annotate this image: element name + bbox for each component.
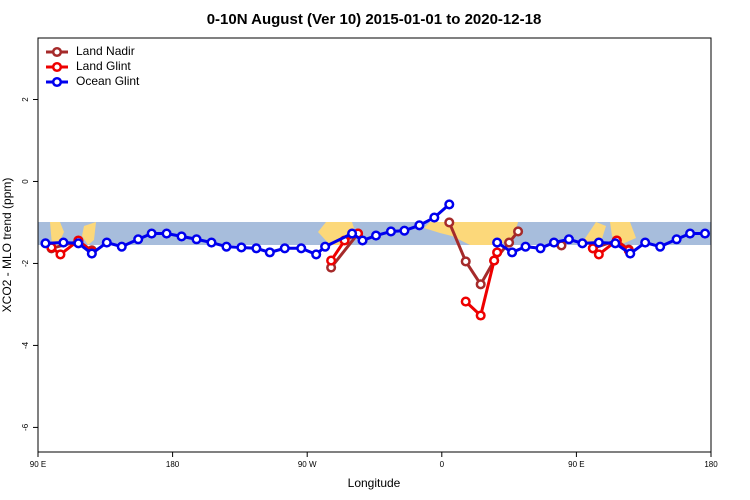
y-tick-label: 2 [21, 97, 30, 102]
data-point [671, 234, 682, 245]
data-point [414, 220, 425, 231]
legend-label: Land Glint [76, 59, 131, 73]
data-point [385, 226, 397, 237]
chart-title: 0-10N August (Ver 10) 2015-01-01 to 2020… [207, 11, 542, 28]
data-point [55, 249, 66, 260]
data-point [577, 238, 588, 249]
data-point [279, 243, 290, 254]
data-point [548, 237, 560, 248]
y-axis-label: XCO2 - MLO trend (ppm) [0, 178, 14, 313]
x-tick-label: 90 E [568, 460, 584, 469]
data-point [370, 230, 382, 241]
data-point [587, 243, 598, 254]
y-tick-label: -2 [21, 259, 30, 267]
data-point [320, 241, 331, 252]
data-point [460, 296, 471, 307]
data-point [475, 279, 486, 290]
data-point [685, 228, 696, 239]
data-point [251, 243, 262, 254]
data-point [146, 228, 157, 239]
data-point [655, 241, 666, 252]
data-point [161, 228, 172, 239]
x-tick-label: 0 [440, 460, 445, 469]
data-point [133, 234, 144, 245]
data-point [593, 249, 604, 260]
series-line [50, 238, 93, 257]
data-point [699, 228, 711, 239]
x-tick-label: 180 [166, 460, 180, 469]
data-point [40, 238, 51, 249]
data-point [399, 225, 410, 236]
y-tick-label: 0 [21, 179, 30, 184]
data-point [429, 212, 440, 223]
data-point [460, 256, 471, 267]
data-point [206, 237, 217, 248]
land [82, 222, 96, 245]
legend-marker [51, 61, 63, 73]
x-tick-label: 180 [704, 460, 718, 469]
legend-label: Ocean Glint [76, 74, 140, 88]
data-point [489, 255, 500, 266]
data-point [492, 247, 503, 258]
data-point [625, 248, 636, 259]
data-point [444, 199, 455, 210]
data-point [221, 241, 232, 252]
series-line [45, 203, 451, 257]
data-point [444, 217, 455, 228]
x-tick-label: 90 E [30, 460, 46, 469]
data-point [264, 247, 275, 258]
data-point [640, 237, 651, 248]
data-point [475, 310, 486, 321]
data-point [520, 241, 531, 252]
x-tick-label: 90 W [298, 460, 317, 469]
series [40, 199, 711, 260]
plot-frame [37, 37, 712, 453]
legend-marker [51, 76, 63, 88]
legend-label: Land Nadir [76, 44, 135, 58]
data-point [176, 231, 187, 242]
y-tick-label: -6 [21, 423, 30, 431]
data-point [86, 248, 97, 259]
x-axis-label: Longitude [348, 476, 401, 490]
data-point [347, 228, 358, 239]
data-point [326, 255, 337, 266]
data-point [535, 243, 546, 254]
data-point [357, 235, 368, 246]
data-point [73, 238, 84, 249]
data-point [492, 237, 503, 248]
data-point [504, 237, 515, 248]
data-point [101, 237, 112, 248]
data-point [116, 241, 127, 252]
data-point [563, 234, 574, 245]
data-point [507, 247, 518, 258]
data-point [311, 249, 322, 260]
data-point [513, 226, 524, 237]
y-tick-label: -4 [21, 341, 30, 349]
data-point [58, 237, 69, 248]
data-point [236, 242, 247, 253]
legend-marker [51, 46, 63, 58]
data-point [610, 238, 621, 249]
data-point [191, 234, 202, 245]
data-point [593, 237, 604, 248]
data-point [296, 243, 307, 254]
